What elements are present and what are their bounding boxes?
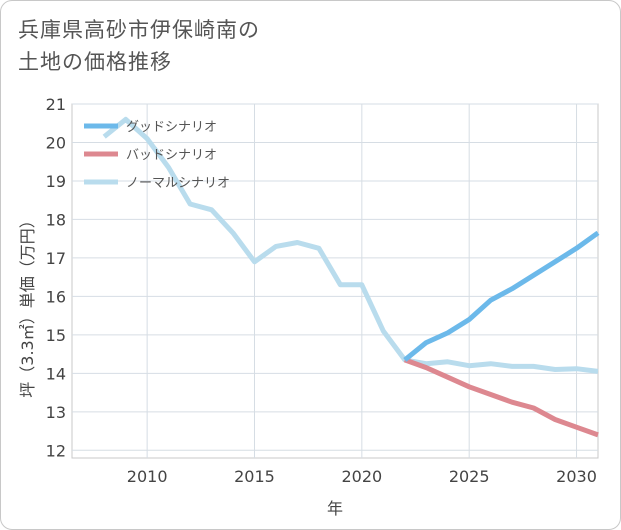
x-tick-label: 2015 <box>234 467 275 486</box>
y-tick-label: 14 <box>46 364 66 383</box>
y-axis-title: 坪（3.3㎡）単価（万円） <box>18 212 37 397</box>
y-tick-label: 20 <box>46 133 66 152</box>
series-line-1 <box>403 230 600 362</box>
x-tick-label: 2025 <box>449 467 490 486</box>
x-axis-title: 年 <box>327 499 343 518</box>
y-tick-label: 21 <box>46 95 66 114</box>
series-line-2 <box>403 357 599 438</box>
legend-label: グッドシナリオ <box>126 120 217 135</box>
series-lines <box>102 116 600 438</box>
chart-title: 兵庫県高砂市伊保崎南の 土地の価格推移 <box>18 14 260 78</box>
y-tick-label: 19 <box>46 172 66 191</box>
y-tick-label: 17 <box>46 249 66 268</box>
y-tick-label: 16 <box>46 287 66 306</box>
chart-title-line-2: 土地の価格推移 <box>18 50 172 74</box>
x-tick-label: 2010 <box>127 467 168 486</box>
y-tick-label: 18 <box>46 210 66 229</box>
y-tick-label: 12 <box>46 441 66 460</box>
y-tick-label: 13 <box>46 403 66 422</box>
grid-lines <box>72 103 598 458</box>
x-tick-label: 2030 <box>556 467 597 486</box>
chart-title-line-1: 兵庫県高砂市伊保崎南の <box>18 18 260 42</box>
legend-label: バッドシナリオ <box>126 148 217 163</box>
series-line-3 <box>102 116 599 374</box>
axis-ticks: 2010 2015 2020 2025 2030 12 13 14 15 16 17 18 19 20 21 <box>46 95 597 486</box>
x-tick-label: 2020 <box>341 467 382 486</box>
y-tick-label: 15 <box>46 326 66 345</box>
legend-label: ノーマルシナリオ <box>126 176 230 191</box>
